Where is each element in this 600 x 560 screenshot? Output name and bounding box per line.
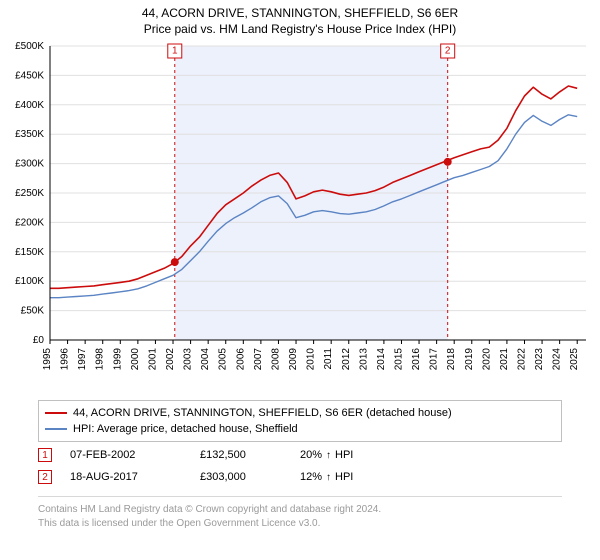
- svg-text:1999: 1999: [112, 348, 123, 371]
- svg-text:2012: 2012: [341, 348, 352, 371]
- footer-line: Contains HM Land Registry data © Crown c…: [38, 503, 562, 517]
- svg-text:£250K: £250K: [15, 188, 44, 199]
- legend-row: HPI: Average price, detached house, Shef…: [45, 421, 555, 437]
- sale-price: £132,500: [200, 449, 300, 461]
- sale-marker-2: 2: [38, 470, 52, 484]
- chart-area: £0 £50K £100K £150K £200K £250K £300K £350K £400…: [0, 40, 600, 390]
- svg-text:2020: 2020: [481, 348, 492, 371]
- svg-text:2004: 2004: [200, 348, 211, 371]
- legend-row: 44, ACORN DRIVE, STANNINGTON, SHEFFIELD,…: [45, 405, 555, 421]
- svg-text:2017: 2017: [429, 348, 440, 371]
- sale-pct-label: HPI: [335, 449, 353, 461]
- svg-text:£200K: £200K: [15, 217, 44, 228]
- arrow-up-icon: ↑: [326, 472, 331, 483]
- chart-title: 44, ACORN DRIVE, STANNINGTON, SHEFFIELD,…: [0, 6, 600, 20]
- sale-price: £303,000: [200, 471, 300, 483]
- svg-text:2013: 2013: [358, 348, 369, 371]
- sales-table: 1 07-FEB-2002 £132,500 20% ↑ HPI 2 18-AU…: [38, 444, 562, 488]
- sale-pct: 20% ↑ HPI: [300, 449, 353, 461]
- svg-text:£400K: £400K: [15, 100, 44, 111]
- svg-text:2019: 2019: [464, 348, 475, 371]
- sale-date: 18-AUG-2017: [70, 471, 200, 483]
- svg-text:2: 2: [445, 46, 451, 57]
- sale-pct-value: 12%: [300, 471, 322, 483]
- sale-date: 07-FEB-2002: [70, 449, 200, 461]
- svg-text:2001: 2001: [147, 348, 158, 371]
- legend-swatch-property: [45, 412, 67, 414]
- sale-marker-1: 1: [38, 448, 52, 462]
- svg-text:£450K: £450K: [15, 70, 44, 81]
- svg-text:2011: 2011: [323, 348, 334, 370]
- svg-text:1996: 1996: [60, 348, 71, 371]
- footer: Contains HM Land Registry data © Crown c…: [38, 496, 562, 531]
- arrow-up-icon: ↑: [326, 450, 331, 461]
- svg-text:1: 1: [172, 46, 178, 57]
- svg-text:2024: 2024: [552, 348, 563, 371]
- svg-text:1998: 1998: [95, 348, 106, 371]
- svg-text:2000: 2000: [130, 348, 141, 371]
- svg-text:£50K: £50K: [21, 306, 45, 317]
- svg-text:2016: 2016: [411, 348, 422, 371]
- legend-swatch-hpi: [45, 428, 67, 430]
- svg-text:2007: 2007: [253, 348, 264, 371]
- svg-text:2025: 2025: [569, 348, 580, 371]
- svg-text:2002: 2002: [165, 348, 176, 371]
- svg-text:2010: 2010: [306, 348, 317, 371]
- svg-text:2014: 2014: [376, 348, 387, 371]
- svg-text:1997: 1997: [77, 348, 88, 371]
- sale-pct-label: HPI: [335, 471, 353, 483]
- svg-text:2008: 2008: [270, 348, 281, 371]
- svg-text:£0: £0: [33, 335, 45, 346]
- svg-text:2003: 2003: [183, 348, 194, 371]
- legend: 44, ACORN DRIVE, STANNINGTON, SHEFFIELD,…: [38, 400, 562, 442]
- svg-text:2005: 2005: [218, 348, 229, 371]
- svg-text:2022: 2022: [516, 348, 527, 371]
- svg-text:2006: 2006: [235, 348, 246, 371]
- sale-row: 2 18-AUG-2017 £303,000 12% ↑ HPI: [38, 466, 562, 488]
- chart-subtitle: Price paid vs. HM Land Registry's House …: [0, 22, 600, 36]
- svg-text:2009: 2009: [288, 348, 299, 371]
- svg-text:£350K: £350K: [15, 129, 44, 140]
- svg-text:2015: 2015: [393, 348, 404, 371]
- sale-pct-value: 20%: [300, 449, 322, 461]
- svg-text:£100K: £100K: [15, 276, 44, 287]
- svg-text:£300K: £300K: [15, 159, 44, 170]
- sale-row: 1 07-FEB-2002 £132,500 20% ↑ HPI: [38, 444, 562, 466]
- footer-line: This data is licensed under the Open Gov…: [38, 517, 562, 531]
- svg-text:2021: 2021: [499, 348, 510, 371]
- svg-text:1995: 1995: [42, 348, 53, 371]
- svg-text:£150K: £150K: [15, 247, 44, 258]
- svg-text:2018: 2018: [446, 348, 457, 371]
- svg-text:2023: 2023: [534, 348, 545, 371]
- legend-label: 44, ACORN DRIVE, STANNINGTON, SHEFFIELD,…: [73, 407, 452, 419]
- svg-text:£500K: £500K: [15, 41, 44, 52]
- legend-label: HPI: Average price, detached house, Shef…: [73, 423, 298, 435]
- sale-pct: 12% ↑ HPI: [300, 471, 353, 483]
- line-chart-svg: £0 £50K £100K £150K £200K £250K £300K £350K £400…: [0, 40, 600, 390]
